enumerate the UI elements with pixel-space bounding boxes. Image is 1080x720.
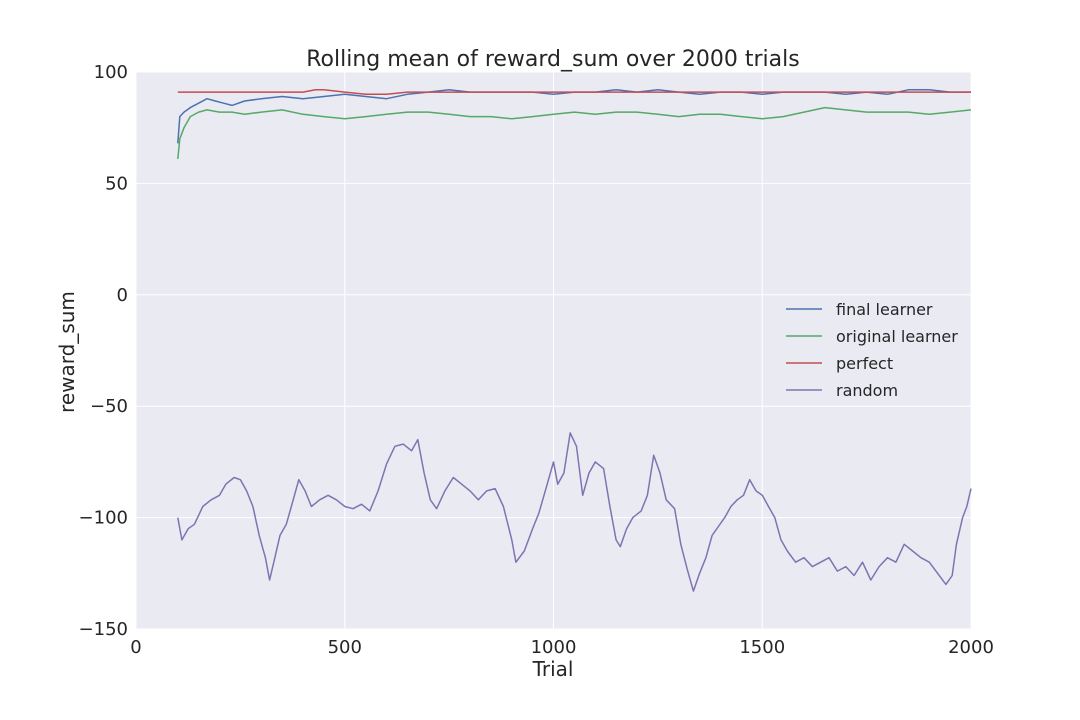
y-tick-label: −150 <box>79 619 128 640</box>
grid <box>135 71 972 630</box>
x-tick-label: 1500 <box>739 637 785 658</box>
series-group <box>177 89 972 592</box>
y-axis-label: reward_sum <box>55 291 79 413</box>
series-line-random <box>177 432 972 592</box>
y-tick-label: 100 <box>94 62 128 83</box>
y-tick-label: 50 <box>105 173 128 194</box>
x-tick-label: 0 <box>130 637 141 658</box>
chart-title: Rolling mean of reward_sum over 2000 tri… <box>306 47 799 72</box>
y-tick-label: −100 <box>79 508 128 529</box>
legend-label: original learner <box>836 327 958 346</box>
y-tick-label: 0 <box>117 285 128 306</box>
x-axis-label: Trial <box>532 657 574 681</box>
x-tick-label: 500 <box>328 637 362 658</box>
x-tick-label: 2000 <box>948 637 994 658</box>
legend-label: random <box>836 381 898 400</box>
series-line-original-learner <box>177 106 972 159</box>
series-line-perfect <box>177 89 971 96</box>
legend-label: final learner <box>836 300 933 319</box>
legend: final learner original learner perfect rand… <box>786 300 958 400</box>
legend-label: perfect <box>836 354 893 373</box>
x-tick-label: 1000 <box>531 637 577 658</box>
y-tick-label: −50 <box>90 396 128 417</box>
tick-labels: 0 500 1000 1500 2000 −150 −100 −50 0 50 100 <box>79 62 994 658</box>
